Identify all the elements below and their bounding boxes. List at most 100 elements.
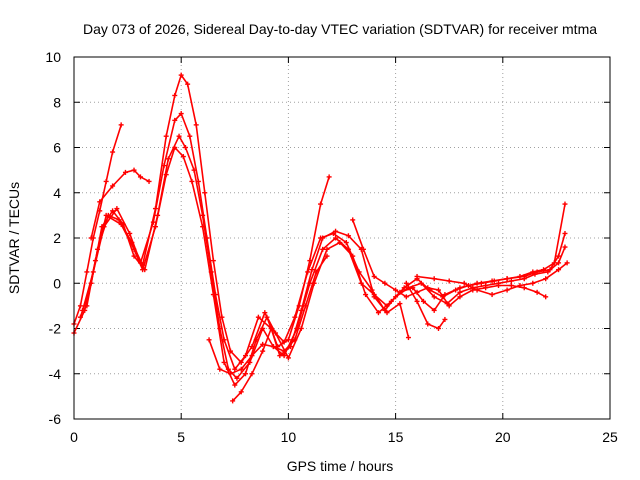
data-point	[461, 280, 467, 286]
data-point	[420, 298, 426, 304]
data-point	[281, 353, 287, 359]
data-point	[504, 287, 510, 293]
data-point	[152, 206, 158, 212]
data-point	[474, 287, 480, 293]
data-point	[320, 246, 326, 252]
data-point	[116, 217, 122, 223]
data-point	[508, 283, 514, 289]
x-tick-label: 20	[495, 429, 511, 445]
data-point	[483, 285, 489, 291]
data-point	[260, 341, 266, 347]
data-point	[178, 72, 184, 78]
data-point	[88, 235, 94, 241]
data-point	[388, 298, 394, 304]
chart-title: Day 073 of 2026, Sidereal Day-to-day VTE…	[83, 21, 597, 37]
y-tick-label: 2	[53, 230, 61, 246]
data-point	[172, 117, 178, 123]
data-point	[232, 382, 238, 388]
data-point	[303, 303, 309, 309]
data-point	[118, 122, 124, 128]
data-point	[556, 267, 562, 273]
data-point	[305, 269, 311, 275]
series-2	[88, 167, 152, 241]
data-point	[431, 276, 437, 282]
data-point	[238, 366, 244, 372]
data-point	[478, 280, 484, 286]
data-point	[127, 230, 133, 236]
data-point	[504, 276, 510, 282]
data-point	[178, 111, 184, 117]
data-point	[401, 285, 407, 291]
data-point	[414, 289, 420, 295]
data-point	[360, 246, 366, 252]
data-point	[337, 240, 343, 246]
x-tick-label: 25	[602, 429, 618, 445]
data-point	[425, 321, 431, 327]
data-point	[110, 183, 116, 189]
data-point	[95, 246, 101, 252]
data-point	[221, 337, 227, 343]
series-11	[414, 260, 570, 298]
data-point	[77, 303, 83, 309]
tick-labels: 0 5 10 15 20 25 -6 -4 -2 0 2 4 6 8 10	[45, 49, 618, 445]
data-point	[403, 294, 409, 300]
data-point	[110, 149, 116, 155]
x-axis-label: GPS time / hours	[287, 458, 394, 474]
y-tick-label: 6	[53, 140, 61, 156]
series-line	[208, 255, 328, 375]
data-point	[453, 287, 459, 293]
data-point	[146, 178, 152, 184]
data-point	[238, 359, 244, 365]
data-point	[202, 190, 208, 196]
data-point	[131, 167, 137, 173]
data-point	[187, 133, 193, 139]
data-point	[221, 359, 227, 365]
data-point	[545, 269, 551, 275]
data-point	[543, 276, 549, 282]
data-point	[225, 366, 231, 372]
data-point	[562, 230, 568, 236]
data-point	[273, 330, 279, 336]
data-point	[326, 174, 332, 180]
y-tick-label: 0	[53, 275, 61, 291]
data-point	[270, 344, 276, 350]
data-point	[343, 240, 349, 246]
data-point	[551, 260, 557, 266]
data-point	[298, 307, 304, 313]
data-point	[313, 269, 319, 275]
grid	[74, 57, 610, 419]
data-point	[249, 344, 255, 350]
data-point	[114, 206, 120, 212]
data-point	[268, 326, 274, 331]
x-tick-label: 0	[70, 429, 78, 445]
data-point	[405, 335, 411, 341]
y-tick-label: -4	[49, 366, 62, 382]
data-point	[324, 253, 330, 259]
data-point	[457, 294, 463, 300]
data-point	[521, 276, 527, 282]
data-point	[414, 298, 420, 304]
y-axis-label: SDTVAR / TECUs	[6, 182, 22, 294]
data-point	[180, 154, 186, 160]
data-point	[195, 178, 201, 184]
data-point	[189, 178, 195, 184]
data-point	[517, 283, 523, 289]
data-point	[84, 303, 90, 309]
data-point	[517, 273, 523, 279]
data-point	[249, 371, 255, 377]
data-point	[129, 240, 135, 246]
data-point	[425, 285, 431, 291]
data-point	[556, 253, 562, 259]
data-point	[285, 355, 291, 361]
data-point	[403, 280, 409, 286]
data-point	[345, 233, 351, 239]
data-point	[219, 314, 225, 320]
data-series	[71, 72, 570, 404]
data-point	[491, 278, 497, 284]
data-point	[172, 92, 178, 98]
series-9	[350, 217, 549, 309]
data-point	[163, 133, 169, 139]
data-point	[371, 273, 377, 279]
data-point	[210, 258, 216, 264]
data-point	[110, 208, 116, 214]
